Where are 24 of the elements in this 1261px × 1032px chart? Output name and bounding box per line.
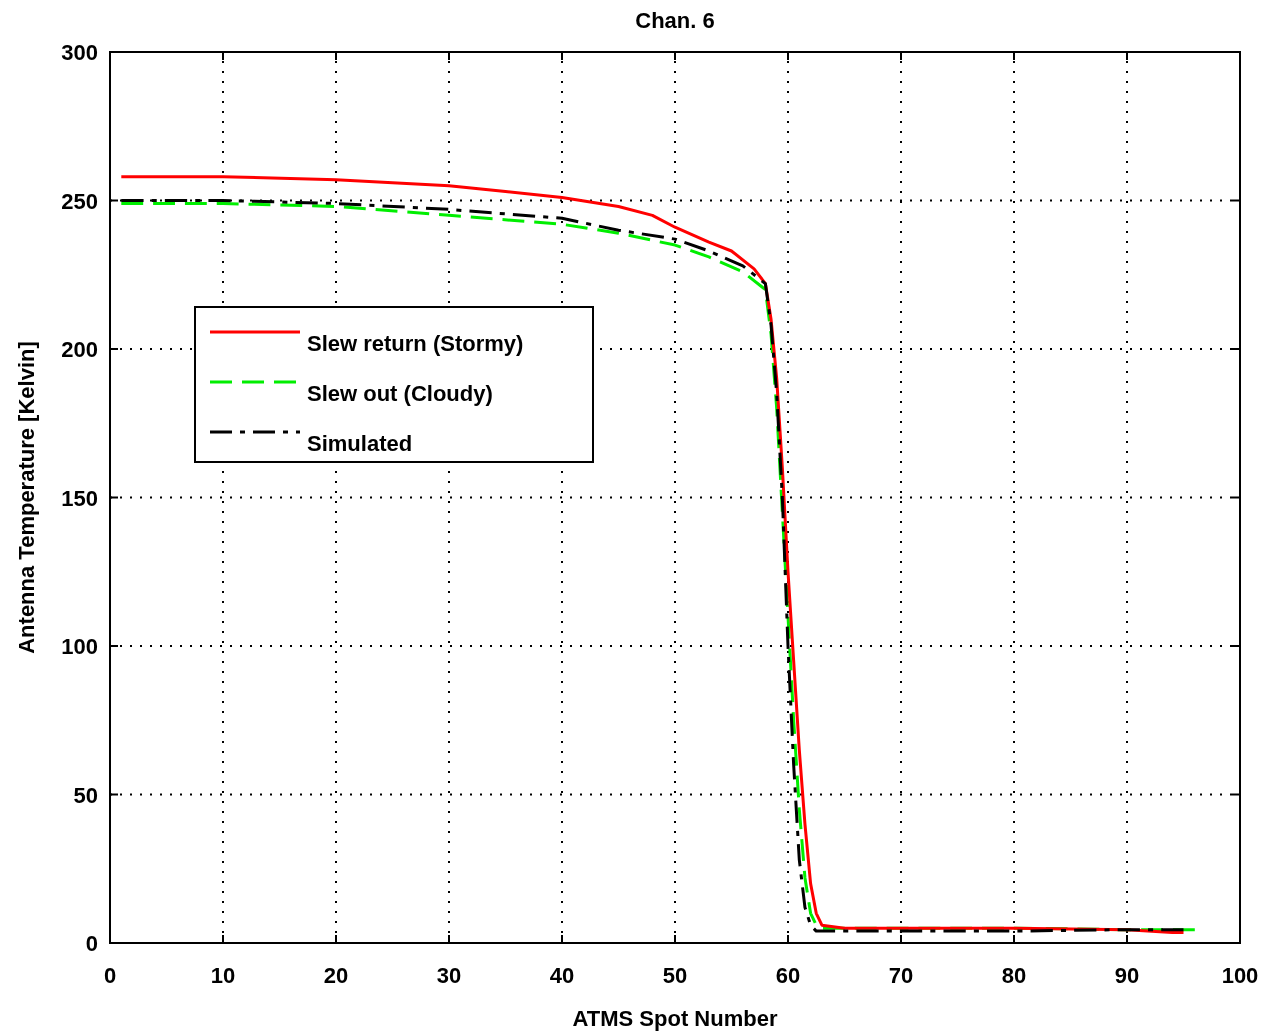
x-axis-title: ATMS Spot Number bbox=[572, 1006, 778, 1031]
y-tick-label: 150 bbox=[61, 485, 98, 511]
y-tick-label: 0 bbox=[85, 931, 98, 956]
y-tick-label: 50 bbox=[73, 782, 98, 808]
y-tick-label: 100 bbox=[61, 634, 98, 659]
y-tick-label: 200 bbox=[61, 337, 98, 362]
legend-label: Slew out (Cloudy) bbox=[307, 381, 493, 406]
y-tick-label: 300 bbox=[61, 40, 98, 65]
x-tick-label: 0 bbox=[103, 963, 117, 988]
y-axis-title: Antenna Temperature [Kelvin] bbox=[14, 341, 39, 654]
y-tick-label: 250 bbox=[61, 188, 98, 214]
legend-label: Simulated bbox=[307, 431, 413, 456]
x-tick-label: 60 bbox=[775, 963, 801, 988]
x-tick-label: 100 bbox=[1221, 963, 1259, 988]
x-tick-label: 70 bbox=[888, 963, 914, 988]
legend-label: Slew return (Stormy) bbox=[307, 331, 524, 356]
x-tick-label: 30 bbox=[436, 963, 462, 988]
x-tick-label: 80 bbox=[1001, 963, 1027, 988]
x-tick-label: 90 bbox=[1114, 963, 1140, 988]
x-tick-label: 40 bbox=[549, 963, 575, 988]
chart-title: Chan. 6 bbox=[635, 8, 715, 33]
x-tick-label: 10 bbox=[210, 963, 236, 988]
x-tick-label: 20 bbox=[323, 963, 349, 988]
x-tick-label: 50 bbox=[662, 963, 688, 988]
